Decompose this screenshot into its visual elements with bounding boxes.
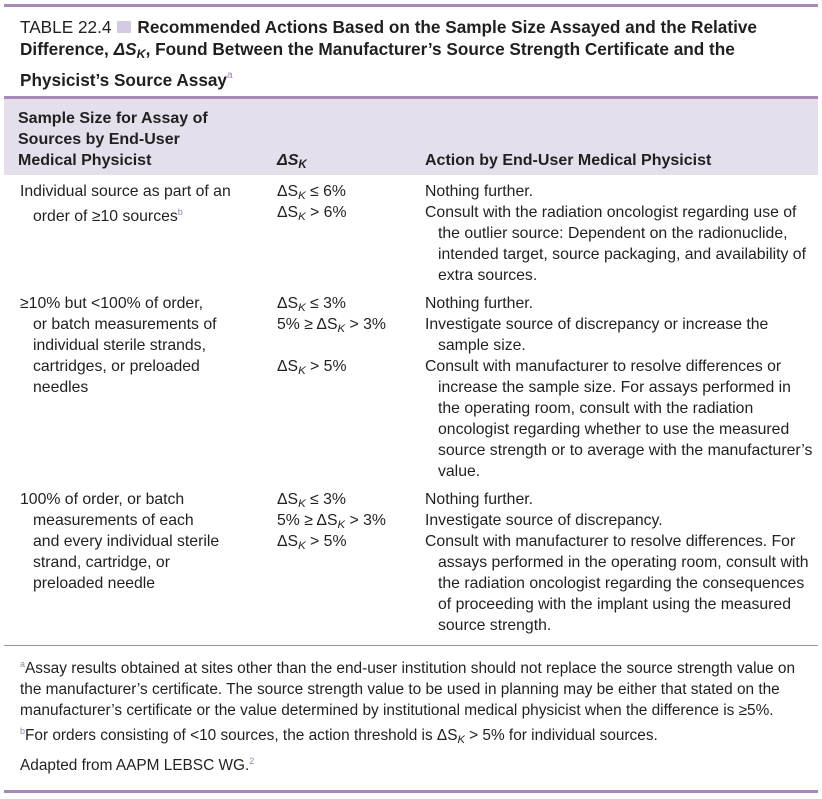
header-band (4, 99, 818, 175)
row-1-actions: Nothing further. Consult with the radiat… (425, 181, 817, 286)
row-3-action-3: Consult with manufacturer to resolve dif… (425, 533, 809, 634)
footnote-b: bFor orders consisting of <10 sources, t… (20, 726, 658, 746)
table-title: Recommended Actions Based on the Sample … (20, 17, 757, 59)
row-1-action-1: Nothing further. (425, 183, 534, 200)
table-label: TABLE 22.4 (20, 17, 112, 37)
column-header-delta: ΔSK (277, 152, 307, 171)
table-title-rest-2: Physicist’s Source Assay (20, 70, 227, 91)
row-2-actions: Nothing further. Investigate source of d… (425, 293, 817, 482)
row-3-sample-size: 100% of order, or batch measurements of … (20, 491, 220, 592)
row-1-sample-size: Individual source as part of an order of… (20, 183, 231, 225)
title-symbol: ΔSK (113, 39, 146, 62)
row-1-footnote-mark: b (177, 207, 183, 217)
title-footnote-mark: a (227, 70, 233, 82)
footnote-rule (4, 645, 818, 646)
adapted-from: Adapted from AAPM LEBSC WG.2 (20, 755, 255, 774)
row-2-action-3: Consult with manufacturer to resolve dif… (425, 358, 813, 480)
row-3-action-2: Investigate source of discrepancy. (425, 512, 663, 529)
footnote-a: aAssay results obtained at sites other t… (20, 659, 796, 719)
table-title-rest-1: , Found Between the Manufacturer’s Sourc… (145, 39, 735, 59)
bottom-rule (4, 790, 818, 793)
row-2-sample-size: ≥10% but <100% of order, or batch measur… (20, 295, 217, 396)
row-1-threshold-2: ΔSK > 6% (277, 204, 347, 223)
row-2-threshold-3: ΔSK > 5% (277, 358, 347, 377)
row-3-threshold-2: 5% ≥ ΔSK > 3% (277, 512, 386, 531)
row-3-action-1: Nothing further. (425, 491, 534, 508)
row-2-action-1: Nothing further. (425, 295, 534, 312)
column-header-action: Action by End-User Medical Physicist (425, 152, 712, 169)
row-3-actions: Nothing further. Investigate source of d… (425, 489, 817, 636)
row-3-threshold-3: ΔSK > 5% (277, 533, 347, 552)
row-3-thresholds: ΔSK ≤ 3% 5% ≥ ΔSK > 3% ΔSK > 5% (277, 489, 417, 552)
row-1-threshold-1: ΔSK ≤ 6% (277, 183, 346, 202)
row-3-threshold-1: ΔSK ≤ 3% (277, 491, 346, 510)
row-1-action-2: Consult with the radiation oncologist re… (425, 204, 806, 284)
caption-square-icon (117, 21, 132, 33)
row-2-thresholds: ΔSK ≤ 3% 5% ≥ ΔSK > 3% ΔSK > 5% (277, 293, 417, 377)
top-rule (4, 4, 818, 7)
table-caption: TABLE 22.4 Recommended Actions Based on t… (20, 16, 810, 91)
header-rule (4, 96, 818, 99)
row-2-action-2: Investigate source of discrepancy or inc… (425, 316, 769, 354)
column-header-sample-size: Sample Size for Assay of Sources by End-… (18, 110, 208, 169)
row-2-threshold-2: 5% ≥ ΔSK > 3% (277, 316, 386, 335)
row-1-thresholds: ΔSK ≤ 6% ΔSK > 6% (277, 181, 417, 223)
footnotes: aAssay results obtained at sites other t… (20, 654, 810, 776)
row-2-threshold-1: ΔSK ≤ 3% (277, 295, 346, 314)
